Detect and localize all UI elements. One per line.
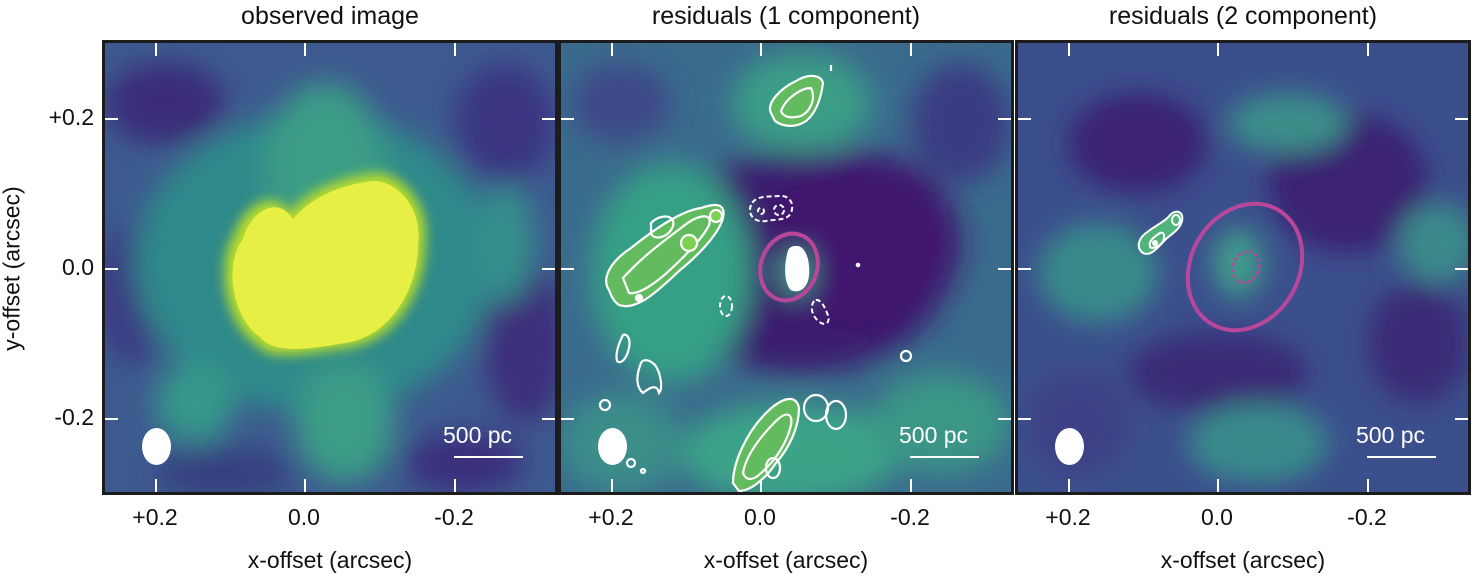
x-tick bbox=[611, 43, 613, 56]
panel-title-residuals-2: residuals (2 component) bbox=[1108, 2, 1378, 30]
y-tick bbox=[105, 268, 118, 270]
x-tick-label: -0.2 bbox=[1347, 504, 1387, 530]
x-tick bbox=[1217, 479, 1219, 492]
x-tick-label: +0.2 bbox=[132, 504, 178, 530]
y-tick bbox=[561, 268, 574, 270]
x-tick bbox=[910, 43, 912, 56]
beam-ellipse-icon bbox=[598, 428, 627, 465]
x-tick bbox=[155, 43, 157, 56]
x-tick bbox=[304, 43, 306, 56]
beam-ellipse-icon bbox=[1055, 428, 1084, 465]
positive-contours bbox=[598, 65, 913, 492]
scalebar-label: 500 pc bbox=[899, 422, 969, 448]
component-ellipse bbox=[758, 231, 820, 303]
y-tick bbox=[998, 418, 1011, 420]
x-tick bbox=[910, 479, 912, 492]
y-tick bbox=[1018, 118, 1031, 120]
component-ellipse-large bbox=[1185, 201, 1305, 333]
x-tick bbox=[454, 479, 456, 492]
x-tick bbox=[1217, 43, 1219, 56]
y-tick bbox=[561, 418, 574, 420]
y-tick bbox=[542, 418, 555, 420]
x-tick bbox=[1068, 479, 1070, 492]
y-tick bbox=[105, 418, 118, 420]
y-tick bbox=[1455, 118, 1468, 120]
x-axis-label: x-offset (arcsec) bbox=[703, 547, 869, 573]
x-tick-label: +0.2 bbox=[588, 504, 634, 530]
y-tick-label-mid: 0.0 bbox=[62, 254, 94, 280]
y-tick bbox=[1455, 418, 1468, 420]
heatmap-residuals-2 bbox=[1018, 43, 1468, 492]
x-tick bbox=[454, 43, 456, 56]
y-tick bbox=[1455, 268, 1468, 270]
x-tick bbox=[760, 43, 762, 56]
panel-residuals-1-component: 500 pc bbox=[558, 40, 1014, 495]
x-tick-label: +0.2 bbox=[1045, 504, 1091, 530]
y-tick-label-bottom: -0.2 bbox=[54, 404, 94, 430]
heatmap-observed bbox=[105, 43, 555, 492]
y-tick bbox=[1018, 418, 1031, 420]
negative-contours bbox=[719, 194, 830, 325]
x-tick-label: 0.0 bbox=[1201, 504, 1233, 530]
x-tick-label: -0.2 bbox=[890, 504, 930, 530]
scalebar-line bbox=[1367, 456, 1436, 458]
y-tick bbox=[998, 118, 1011, 120]
y-tick bbox=[542, 118, 555, 120]
y-tick bbox=[542, 268, 555, 270]
heatmap-residuals-1 bbox=[561, 43, 1011, 492]
scalebar-line bbox=[454, 456, 523, 458]
scalebar-line bbox=[910, 456, 979, 458]
panel-residuals-2-component: 500 pc bbox=[1015, 40, 1471, 495]
scalebar-label: 500 pc bbox=[1356, 422, 1426, 448]
x-tick bbox=[304, 479, 306, 492]
x-tick bbox=[155, 479, 157, 492]
x-axis-label: x-offset (arcsec) bbox=[247, 547, 413, 573]
scalebar-label: 500 pc bbox=[443, 422, 513, 448]
x-tick bbox=[1367, 479, 1369, 492]
positive-contours bbox=[1137, 210, 1184, 255]
bright-source bbox=[232, 181, 419, 349]
y-tick bbox=[561, 118, 574, 120]
y-tick bbox=[105, 118, 118, 120]
x-axis-label: x-offset (arcsec) bbox=[1160, 547, 1326, 573]
component-ellipse-compact bbox=[1231, 249, 1261, 285]
x-tick bbox=[760, 479, 762, 492]
panel-title-residuals-1: residuals (1 component) bbox=[651, 2, 921, 30]
panel-observed-image: 500 pc bbox=[102, 40, 558, 495]
x-tick-label: 0.0 bbox=[288, 504, 320, 530]
x-tick bbox=[1068, 43, 1070, 56]
y-tick-label-top: +0.2 bbox=[48, 104, 94, 130]
beam-ellipse-icon bbox=[142, 428, 171, 465]
y-tick bbox=[1018, 268, 1031, 270]
y-tick bbox=[998, 268, 1011, 270]
x-tick bbox=[611, 479, 613, 492]
x-tick-label: -0.2 bbox=[434, 504, 474, 530]
x-tick bbox=[1367, 43, 1369, 56]
panel-title-observed: observed image bbox=[241, 2, 419, 30]
x-tick-label: 0.0 bbox=[744, 504, 776, 530]
